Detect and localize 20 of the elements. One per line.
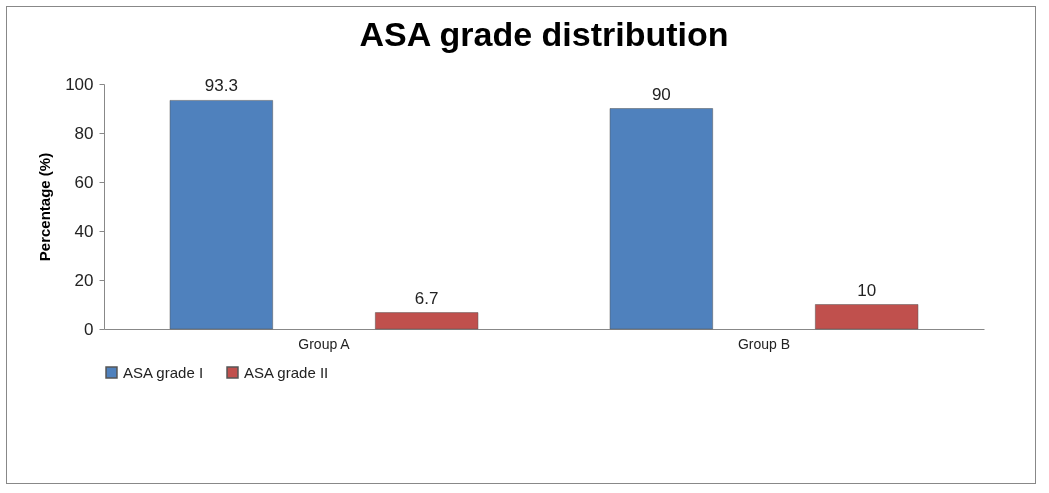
data-label: 10 [857,280,877,300]
data-label: 90 [651,84,671,104]
chart-title: ASA grade distribution [359,15,729,53]
bar [375,312,479,330]
y-tick-label: 60 [74,172,94,192]
bar [169,100,273,330]
y-tick-label: 0 [84,319,94,339]
y-axis-title: Percentage (%) [36,152,54,262]
x-tick-label: Group B [737,335,791,352]
bar [609,108,713,330]
y-tick-label: 80 [74,123,94,143]
x-tick-label: Group A [298,335,351,352]
bar [815,304,919,330]
y-tick-label: 20 [74,270,94,290]
data-label: 93.3 [204,76,238,96]
y-tick-label: 40 [74,221,94,241]
legend-label: ASA grade I [123,363,204,381]
y-tick-label: 100 [65,74,94,94]
legend-label: ASA grade II [244,363,329,381]
data-label: 6.7 [414,288,439,308]
